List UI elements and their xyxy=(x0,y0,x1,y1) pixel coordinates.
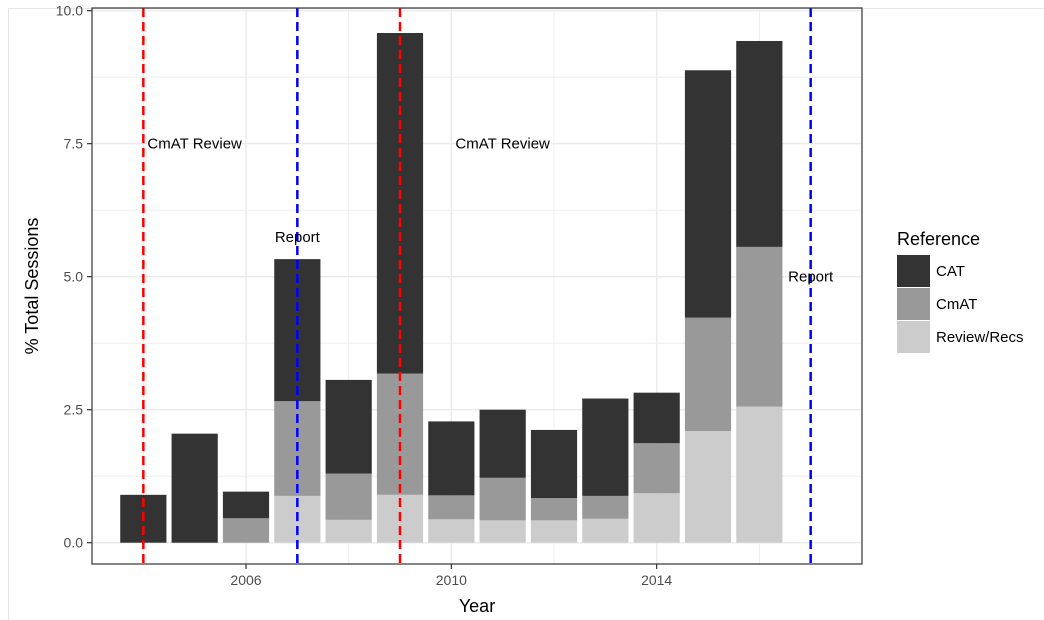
axes: 0.0 2.5 5.0 7.5 10.0 2006 2010 2014 xyxy=(56,3,673,588)
bar-review-recs-2014 xyxy=(633,493,680,543)
bar-cat-2015 xyxy=(684,70,732,318)
bar-review-recs-2015 xyxy=(684,430,732,543)
bar-cat-2011 xyxy=(479,409,526,478)
bar-cmat-2016 xyxy=(736,246,783,407)
bar-review-recs-2013 xyxy=(582,518,629,543)
bar-cat-2014 xyxy=(633,392,680,444)
annotation-cmat-review: CmAT Review xyxy=(455,136,550,153)
bar-cmat-2014 xyxy=(633,443,680,494)
legend-key-cmat xyxy=(897,288,930,320)
bar-review-recs-2012 xyxy=(530,520,578,543)
legend-title: Reference xyxy=(897,229,980,249)
bar-cat-2013 xyxy=(582,398,629,496)
bar-cat-2008 xyxy=(325,379,372,474)
plot-panel-border xyxy=(91,7,863,565)
bar-cmat-2010 xyxy=(428,495,475,520)
bar-cmat-2015 xyxy=(684,317,732,431)
bar-cmat-2013 xyxy=(582,495,629,519)
bar-cat-2006 xyxy=(222,491,270,519)
reference-lines xyxy=(142,8,812,564)
legend-label: CmAT xyxy=(936,296,977,313)
annotation-report: Report xyxy=(275,229,321,246)
x-axis-title: Year xyxy=(459,596,495,616)
x-tick-label: 2010 xyxy=(436,572,467,588)
legend: Reference CAT CmAT Review/Recs xyxy=(897,229,1024,353)
y-tick-label: 0.0 xyxy=(64,535,84,551)
x-tick-label: 2006 xyxy=(230,572,261,588)
annotation-cmat-review: CmAT Review xyxy=(147,136,242,153)
annotation-report: Report xyxy=(788,269,834,286)
legend-label: Review/Recs xyxy=(936,329,1024,346)
bar-cat-2016 xyxy=(736,40,783,247)
bar-review-recs-2016 xyxy=(736,406,783,543)
y-tick-label: 10.0 xyxy=(56,3,83,19)
x-tick-label: 2014 xyxy=(641,572,672,588)
bar-cmat-2006 xyxy=(222,518,270,543)
y-tick-label: 5.0 xyxy=(64,269,84,285)
bar-cat-2005 xyxy=(171,433,218,543)
bar-cat-2010 xyxy=(428,421,475,496)
annotations: CmAT Review Report CmAT Review Report xyxy=(147,136,834,286)
legend-key-review-recs xyxy=(897,321,930,353)
legend-label: CAT xyxy=(936,263,965,280)
y-axis-title: % Total Sessions xyxy=(22,218,42,355)
bar-cat-2012 xyxy=(530,429,578,499)
bar-segments xyxy=(120,33,783,543)
bar-review-recs-2008 xyxy=(325,519,372,543)
bar-review-recs-2011 xyxy=(479,520,526,543)
bar-cmat-2012 xyxy=(530,498,578,521)
bar-review-recs-2010 xyxy=(428,519,475,543)
legend-key-cat xyxy=(897,255,930,287)
y-tick-label: 7.5 xyxy=(64,136,84,152)
bar-cmat-2008 xyxy=(325,473,372,520)
y-tick-label: 2.5 xyxy=(64,402,84,418)
bar-cmat-2011 xyxy=(479,477,526,521)
